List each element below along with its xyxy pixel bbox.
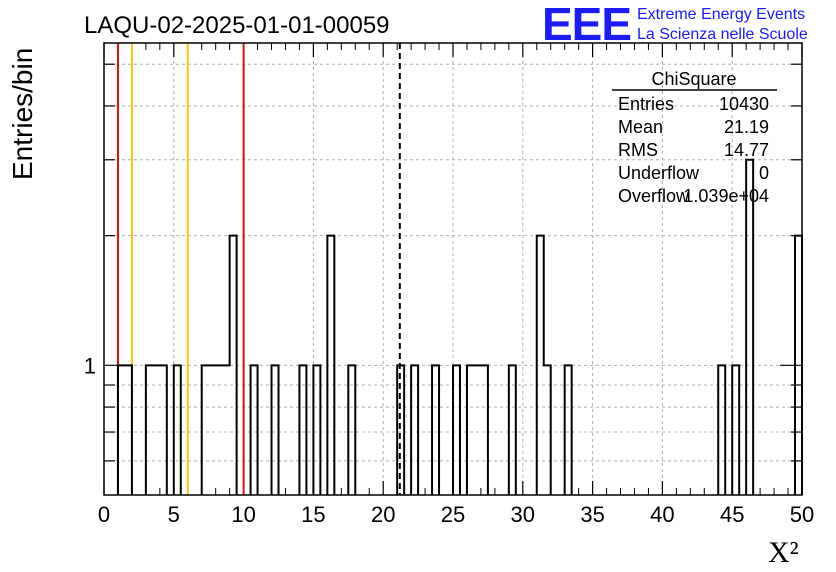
y-axis-label: Entries/bin	[7, 48, 38, 180]
x-tick-label: 10	[231, 502, 255, 527]
stats-label-rms: RMS	[618, 140, 658, 160]
x-tick-label: 30	[511, 502, 535, 527]
x-tick-label: 50	[790, 502, 814, 527]
y-axis-ticks: 1	[84, 63, 802, 462]
stats-label-underflow: Underflow	[618, 163, 700, 183]
stats-value-mean: 21.19	[724, 117, 769, 137]
logo-line1: Extreme Energy Events	[637, 6, 805, 23]
stats-value-rms: 14.77	[724, 140, 769, 160]
histogram	[116, 158, 803, 495]
x-axis-label: X²	[768, 536, 799, 569]
stats-value-entries: 10430	[719, 94, 769, 114]
reference-lines	[116, 43, 401, 495]
logo-line2: La Scienza nelle Scuole	[637, 26, 808, 43]
stats-title: ChiSquare	[651, 69, 736, 89]
stats-label-entries: Entries	[618, 94, 674, 114]
logo-letters: EEE	[542, 0, 631, 50]
chart-title: LAQU-02-2025-01-01-00059	[84, 12, 390, 39]
x-tick-label: 20	[371, 502, 395, 527]
x-tick-label: 25	[441, 502, 465, 527]
stats-label-mean: Mean	[618, 117, 663, 137]
x-tick-label: 35	[580, 502, 604, 527]
x-axis-ticks: 0 5 10 15 20 25 30 35 40 45 50	[98, 43, 814, 527]
stats-value-underflow: 0	[759, 163, 769, 183]
x-tick-label: 40	[650, 502, 674, 527]
x-tick-label: 45	[720, 502, 744, 527]
x-tick-label: 15	[301, 502, 325, 527]
x-tick-label: 5	[168, 502, 180, 527]
eee-logo: EEE Extreme Energy Events La Scienza nel…	[542, 0, 808, 50]
plot-frame	[103, 42, 803, 496]
stats-value-overflow: 1.039e+04	[683, 186, 769, 206]
y-tick-label: 1	[84, 353, 96, 378]
x-tick-label: 0	[98, 502, 110, 527]
stats-label-overflow: Overflow	[618, 186, 690, 206]
stats-box: ChiSquare Entries 10430 Mean 21.19 RMS 1…	[612, 69, 777, 206]
